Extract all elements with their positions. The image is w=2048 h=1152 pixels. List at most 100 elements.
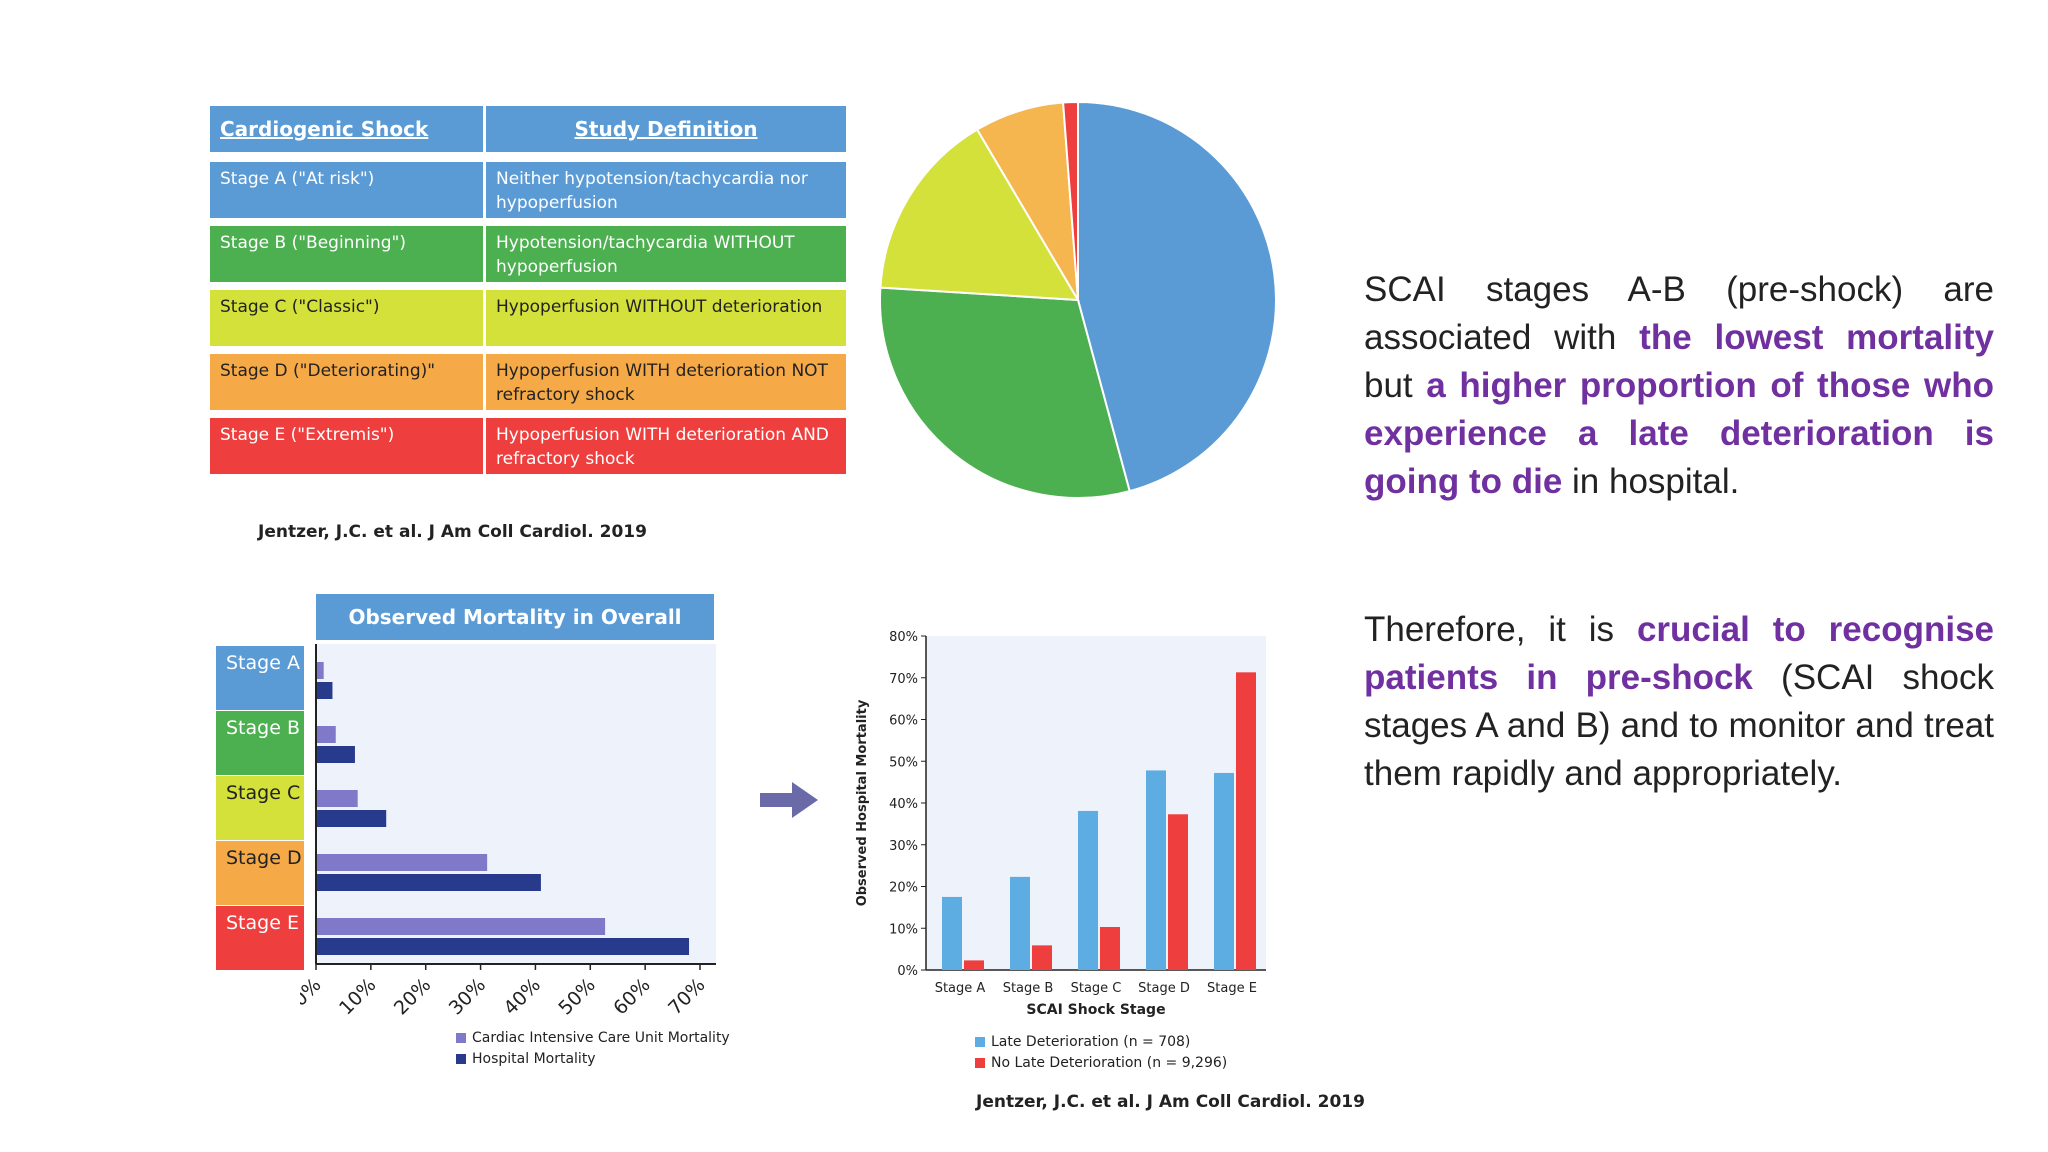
- hbar-stage-label: Stage E: [216, 906, 304, 970]
- hbar-stage-label: Stage B: [216, 711, 304, 775]
- pie-slice: [879, 128, 1080, 302]
- vbar-bar: [942, 896, 962, 970]
- table-header-row: Cardiogenic Shock Stage Study Definition: [210, 106, 846, 177]
- hbar-stage-label: Stage A: [216, 646, 304, 710]
- table-row: Stage A ("At risk") Neither hypotension/t…: [210, 162, 846, 218]
- hbar-legend-item: Cardiac Intensive Care Unit Mortality: [456, 1030, 730, 1046]
- hbar-stage-label: Stage C: [216, 776, 304, 840]
- table-row: Stage B ("Beginning") Hypotension/tachyca…: [210, 226, 846, 282]
- p2-text-2: (SCAI shock stages A and B) and to monit…: [1364, 658, 1994, 793]
- stage-definition-cell: Neither hypotension/tachycardia nor hypo…: [486, 162, 846, 218]
- vbar-tick-label: 0%: [897, 964, 918, 979]
- p1-text-2: but: [1364, 366, 1427, 405]
- table-row: Stage C ("Classic") Hypoperfusion WITHOUT…: [210, 290, 846, 346]
- vbar-tick-label: 40%: [889, 797, 918, 812]
- vbar-tick-label: 10%: [889, 922, 918, 937]
- vbar-tick-label: 50%: [889, 755, 918, 770]
- hbar-tick-label: 20%: [390, 974, 435, 1019]
- vbar-legend-item: No Late Deterioration (n = 9,296): [975, 1055, 1227, 1071]
- vbar-y-axis-label: Observed Hospital Mortality: [855, 699, 870, 906]
- hbar-bar: [316, 662, 324, 679]
- p1-highlight-1: the lowest mortality: [1639, 318, 1994, 357]
- p1-text-3: in hospital.: [1562, 462, 1740, 501]
- stage-definition-cell: Hypotension/tachycardia WITHOUT hypoperf…: [486, 226, 846, 282]
- hbar-legend-item: Hospital Mortality: [456, 1051, 730, 1067]
- vbar-category-label: Stage E: [1207, 981, 1257, 996]
- vbar-legend: Late Deterioration (n = 708) No Late Det…: [975, 1034, 1227, 1076]
- hbar-legend: Cardiac Intensive Care Unit Mortality Ho…: [456, 1030, 730, 1072]
- citation-top: Jentzer, J.C. et al. J Am Coll Cardiol. …: [258, 522, 647, 542]
- vbar-bar: [1100, 926, 1120, 970]
- hbar-tick-label: 50%: [554, 974, 599, 1019]
- vbar-tick-label: 30%: [889, 839, 918, 854]
- hbar-bar: [316, 938, 690, 955]
- hbar-tick-label: 30%: [445, 974, 490, 1019]
- hbar-title: Observed Mortality in Overall Cohort: [316, 594, 714, 675]
- stage-definition-cell: Hypoperfusion WITH deterioration AND ref…: [486, 418, 846, 474]
- hbar-bar: [316, 918, 606, 935]
- hbar-bar: [316, 810, 387, 827]
- hbar-plot-area: [316, 644, 716, 964]
- stage-definition-table: Cardiogenic Shock Stage Study Definition…: [210, 106, 846, 482]
- vbar-bar: [1010, 876, 1030, 970]
- pie-slice: [879, 286, 1131, 499]
- hbar-tick-label: 60%: [609, 974, 654, 1019]
- vbar-category-label: Stage B: [1003, 981, 1054, 996]
- hbar-bar: [316, 790, 358, 807]
- pie-slice: [1077, 100, 1277, 493]
- hbar-bar: [316, 682, 333, 699]
- vbar-tick-label: 60%: [889, 714, 918, 729]
- hbar-stage-label: Stage D: [216, 841, 304, 905]
- vbar-tick-label: 80%: [889, 630, 918, 645]
- hbar-tick-label: 70%: [664, 974, 709, 1019]
- stage-definition-cell: Hypoperfusion WITHOUT deterioration: [486, 290, 846, 346]
- stage-definition-cell: Hypoperfusion WITH deterioration NOT ref…: [486, 354, 846, 410]
- legend-swatch: [975, 1037, 985, 1047]
- hbar-bar: [316, 854, 488, 871]
- hbar-chart: 0% 10% 20% 30% 40% 50% 60% 70%: [300, 644, 716, 1019]
- legend-swatch: [456, 1033, 466, 1043]
- pie-slice: [1062, 100, 1079, 301]
- vbar-bar: [964, 960, 984, 970]
- vbar-tick-label: 70%: [889, 672, 918, 687]
- arrow-right-icon: [760, 782, 818, 818]
- vbar-bar: [1214, 772, 1234, 970]
- vbar-category-label: Stage D: [1138, 981, 1190, 996]
- table-row: Stage E ("Extremis") Hypoperfusion WITH d…: [210, 418, 846, 474]
- vbar-bar: [1146, 770, 1166, 970]
- hbar-bar: [316, 726, 336, 743]
- vbar-chart: 0% 10% 20% 30% 40% 50% 60% 70% 80% Stage A Stage B…: [855, 630, 1266, 1018]
- hbar-tick-label: 0%: [300, 974, 326, 1011]
- citation-bottom: Jentzer, J.C. et al. J Am Coll Cardiol. …: [976, 1092, 1365, 1112]
- legend-label: Cardiac Intensive Care Unit Mortality: [472, 1030, 730, 1046]
- p2-highlight-1: crucial to recognise patients in pre-sho…: [1364, 610, 1995, 697]
- stage-name-cell: Stage E ("Extremis"): [210, 418, 486, 474]
- legend-label: No Late Deterioration (n = 9,296): [991, 1055, 1228, 1071]
- vbar-category-label: Stage A: [935, 981, 986, 996]
- vbar-bar: [1168, 814, 1188, 970]
- p1-highlight-2: a higher proportion of those who experie…: [1364, 366, 1994, 501]
- paragraph-recommendation: Therefore, it is crucial to recognise pa…: [1364, 606, 1994, 798]
- hbar-tick-label: 40%: [500, 974, 545, 1019]
- vbar-x-axis-label: SCAI Shock Stage: [1026, 1002, 1165, 1018]
- table-row: Stage D ("Deteriorating)" Hypoperfusion W…: [210, 354, 846, 410]
- stage-name-cell: Stage A ("At risk"): [210, 162, 486, 218]
- pie-chart: [879, 100, 1277, 499]
- legend-swatch: [975, 1058, 985, 1068]
- stage-name-cell: Stage D ("Deteriorating)": [210, 354, 486, 410]
- table-body: Stage A ("At risk") Neither hypotension/t…: [210, 162, 846, 474]
- paragraph-mortality: SCAI stages A-B (pre-shock) are associat…: [1364, 266, 1994, 506]
- hbar-tick-label: 10%: [335, 974, 380, 1019]
- vbar-bar: [1078, 810, 1098, 970]
- header-study-definition: Study Definition: [486, 106, 846, 152]
- stage-name-cell: Stage B ("Beginning"): [210, 226, 486, 282]
- legend-swatch: [456, 1054, 466, 1064]
- hbar-bar: [316, 746, 355, 763]
- hbar-bar: [316, 874, 541, 891]
- vbar-legend-item: Late Deterioration (n = 708): [975, 1034, 1227, 1050]
- vbar-bar: [1032, 945, 1052, 970]
- vbar-category-label: Stage C: [1071, 981, 1122, 996]
- p1-text-1: SCAI stages A-B (pre-shock) are associat…: [1364, 270, 1994, 357]
- vbar-tick-label: 20%: [889, 881, 918, 896]
- p2-text-1: Therefore, it is: [1364, 610, 1637, 649]
